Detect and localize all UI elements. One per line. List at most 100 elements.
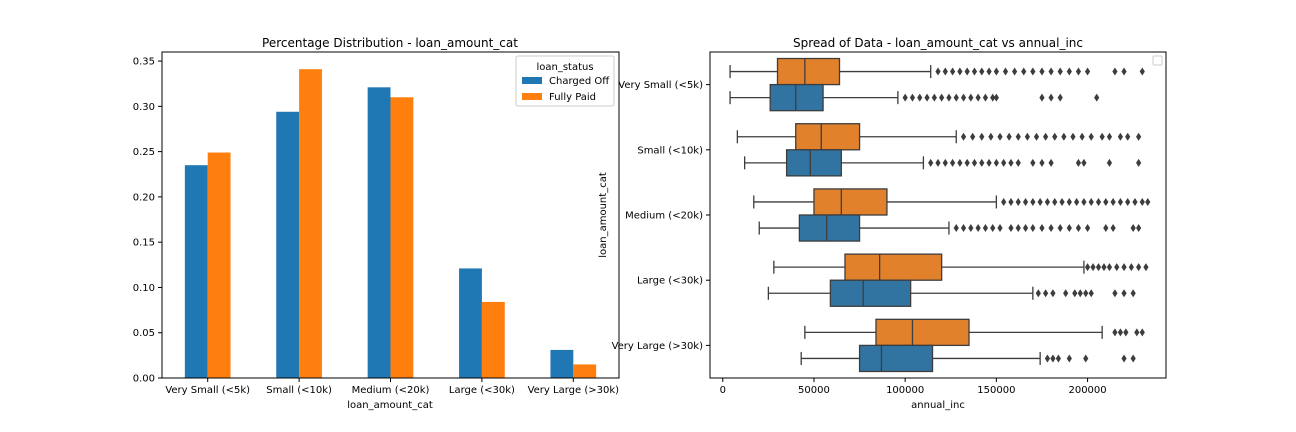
outlier-point bbox=[1033, 132, 1040, 141]
outlier-point bbox=[1121, 263, 1127, 272]
outlier-point bbox=[1114, 263, 1120, 272]
outlier-point bbox=[1015, 197, 1021, 206]
outlier-point bbox=[1030, 158, 1036, 167]
outlier-point bbox=[1052, 132, 1058, 141]
outlier-point bbox=[1088, 132, 1094, 141]
bar-x-tick-label: Medium (<20k) bbox=[352, 385, 430, 396]
outlier-point bbox=[1066, 197, 1072, 206]
outlier-point bbox=[1136, 263, 1142, 272]
outlier-point bbox=[1117, 132, 1123, 141]
outlier-point bbox=[1001, 197, 1007, 206]
outlier-point bbox=[1103, 224, 1109, 233]
outlier-point bbox=[997, 224, 1003, 233]
outlier-point bbox=[1030, 197, 1036, 206]
outlier-point bbox=[1110, 224, 1116, 233]
outlier-point bbox=[957, 67, 963, 76]
legend-swatch-charged-off bbox=[522, 77, 542, 84]
outlier-point bbox=[1057, 67, 1063, 76]
outlier-point bbox=[1057, 93, 1063, 102]
outlier-point bbox=[1055, 354, 1061, 363]
bar-y-tick-label: 0.20 bbox=[133, 192, 155, 203]
outlier-point bbox=[917, 93, 923, 102]
outlier-point bbox=[1145, 197, 1151, 206]
outlier-point bbox=[942, 158, 948, 167]
outlier-point bbox=[1075, 158, 1082, 167]
outlier-point bbox=[1099, 132, 1105, 141]
outlier-point bbox=[979, 158, 985, 167]
outlier-point bbox=[1117, 328, 1123, 337]
iqr-box bbox=[858, 344, 934, 373]
outlier-point bbox=[1030, 67, 1036, 76]
outlier-point bbox=[997, 132, 1003, 141]
outlier-point bbox=[1044, 354, 1051, 363]
outlier-point bbox=[960, 93, 967, 102]
box-y-tick-label: Medium (<20k) bbox=[625, 211, 703, 222]
box-large-30k-charged-off bbox=[767, 279, 1136, 307]
outlier-point bbox=[1077, 289, 1083, 298]
outlier-point bbox=[1139, 197, 1145, 206]
outlier-point bbox=[1022, 224, 1029, 233]
outlier-point bbox=[970, 132, 976, 141]
outlier-point bbox=[1072, 289, 1078, 298]
outlier-point bbox=[1084, 263, 1091, 272]
outlier-point bbox=[1084, 67, 1091, 76]
outlier-point bbox=[1043, 289, 1049, 298]
outlier-point bbox=[1015, 224, 1021, 233]
outlier-point bbox=[1075, 67, 1082, 76]
outlier-point bbox=[1110, 197, 1116, 206]
bar-fully-paid-3 bbox=[481, 301, 505, 378]
outlier-point bbox=[1022, 197, 1029, 206]
outlier-point bbox=[1008, 158, 1014, 167]
outlier-point bbox=[1136, 132, 1142, 141]
outlier-point bbox=[1012, 67, 1018, 76]
outlier-point bbox=[1125, 132, 1131, 141]
outlier-point bbox=[1024, 132, 1030, 141]
outlier-point bbox=[1059, 197, 1065, 206]
outlier-point bbox=[1075, 224, 1082, 233]
outlier-point bbox=[1001, 158, 1007, 167]
bar-y-tick-label: 0.30 bbox=[133, 102, 155, 113]
box-x-tick-label: 100000 bbox=[886, 385, 924, 396]
bar-y-tick-label: 0.35 bbox=[133, 57, 155, 68]
box-very-small-5k-fully-paid bbox=[729, 57, 1145, 86]
outlier-point bbox=[957, 158, 963, 167]
outlier-point bbox=[1070, 132, 1076, 141]
box-chart-title: Spread of Data - loan_amount_cat vs annu… bbox=[793, 36, 1083, 50]
iqr-box bbox=[844, 253, 943, 281]
outlier-point bbox=[993, 93, 999, 102]
outlier-point bbox=[935, 158, 941, 167]
outlier-point bbox=[1008, 224, 1014, 233]
outlier-point bbox=[1030, 224, 1036, 233]
outlier-point bbox=[1035, 289, 1041, 298]
outlier-point bbox=[1061, 132, 1067, 141]
outlier-point bbox=[1039, 224, 1045, 233]
box-very-large-30k-charged-off bbox=[800, 344, 1136, 373]
outlier-point bbox=[975, 93, 981, 102]
legend-label-fully-paid: Fully Paid bbox=[549, 92, 596, 103]
outlier-point bbox=[1088, 197, 1094, 206]
outlier-point bbox=[982, 224, 989, 233]
outlier-point bbox=[1112, 289, 1118, 298]
outlier-point bbox=[990, 224, 996, 233]
legend-label-charged-off: Charged Off bbox=[549, 76, 610, 87]
bar-charged-off-4 bbox=[550, 349, 574, 378]
outlier-point bbox=[971, 158, 978, 167]
iqr-box bbox=[798, 214, 861, 242]
outlier-point bbox=[935, 67, 941, 76]
outlier-point bbox=[1130, 354, 1136, 363]
outlier-point bbox=[1130, 289, 1136, 298]
bar-x-tick-label: Small (<10k) bbox=[266, 385, 332, 396]
outlier-point bbox=[1015, 158, 1021, 167]
outlier-point bbox=[939, 93, 945, 102]
outlier-point bbox=[1094, 93, 1100, 102]
box-very-large-30k-fully-paid bbox=[804, 318, 1145, 347]
iqr-box bbox=[813, 188, 888, 216]
outlier-point bbox=[1106, 158, 1113, 167]
outlier-point bbox=[1121, 67, 1127, 76]
bar-y-tick-label: 0.15 bbox=[133, 238, 155, 249]
outlier-point bbox=[1039, 93, 1045, 102]
outlier-point bbox=[928, 158, 934, 167]
box-x-tick-label: 50000 bbox=[798, 385, 830, 396]
outlier-point bbox=[1039, 158, 1045, 167]
